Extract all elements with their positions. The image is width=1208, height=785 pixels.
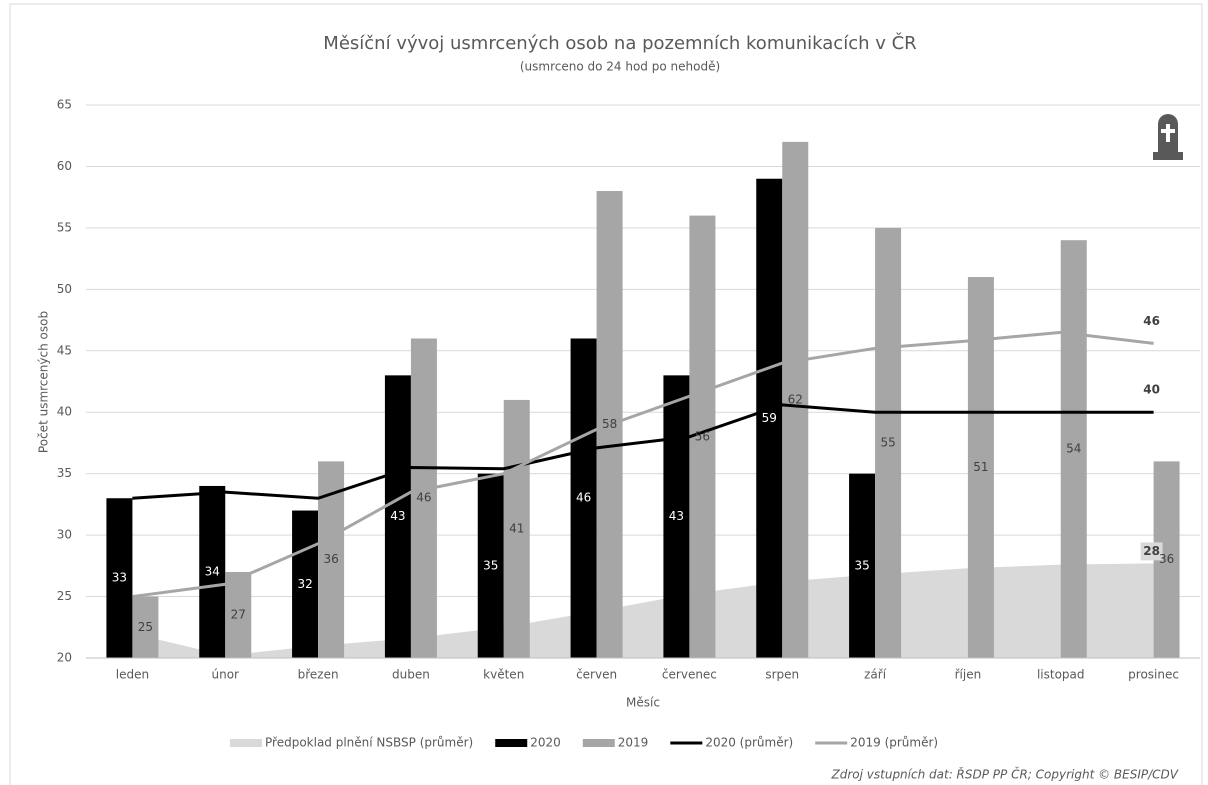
bar-value-label: 36	[1159, 552, 1174, 566]
end-value-label: 28	[1143, 544, 1160, 558]
bar-value-label: 43	[669, 509, 684, 523]
bar	[477, 473, 504, 658]
bar	[503, 399, 530, 658]
legend-label: 2020 (průměr)	[705, 736, 793, 750]
bar-value-label: 55	[880, 435, 895, 449]
y-tick-label: 60	[57, 159, 72, 173]
x-tick-label: listopad	[1037, 668, 1085, 682]
bar-value-label: 56	[695, 429, 710, 443]
bar-value-label: 34	[205, 564, 220, 578]
bar	[875, 227, 902, 658]
bar-value-label: 46	[416, 491, 431, 505]
end-value-label: 40	[1143, 383, 1160, 397]
bar	[384, 375, 411, 658]
y-tick-label: 20	[57, 651, 72, 665]
bar-value-label: 43	[390, 509, 405, 523]
bar	[1060, 240, 1087, 658]
legend-swatch	[582, 739, 615, 747]
end-value-label: 46	[1143, 314, 1160, 328]
bar-value-label: 54	[1066, 442, 1081, 456]
bar-value-label: 59	[762, 411, 777, 425]
bar	[199, 485, 226, 658]
label-box	[1140, 542, 1163, 561]
legend-label: Předpoklad plnění NSBSP (průměr)	[265, 736, 473, 750]
x-tick-label: březen	[298, 668, 339, 682]
line	[132, 403, 1154, 500]
legend-swatch	[230, 739, 262, 747]
y-tick-label: 45	[57, 343, 72, 357]
x-tick-label: červenec	[662, 668, 717, 682]
x-tick-label: červen	[576, 668, 617, 682]
bar-value-label: 27	[231, 607, 246, 621]
x-tick-label: prosinec	[1128, 668, 1179, 682]
bar-value-label: 41	[509, 521, 524, 535]
bar	[849, 473, 876, 658]
tombstone-icon	[1153, 114, 1183, 160]
bar	[663, 375, 690, 658]
y-axis-label: Počet usmrcených osob	[37, 311, 51, 453]
y-tick-label: 55	[57, 220, 72, 234]
x-tick-label: duben	[392, 668, 430, 682]
y-tick-label: 30	[57, 528, 72, 542]
x-tick-label: srpen	[765, 668, 799, 682]
bar-value-label: 46	[576, 491, 591, 505]
y-tick-label: 65	[57, 98, 72, 112]
bar	[570, 338, 597, 658]
bar-value-label: 35	[483, 558, 498, 572]
x-tick-label: září	[864, 668, 887, 682]
chart-title: Měsíční vývoj usmrcených osob na pozemní…	[323, 32, 916, 54]
x-tick-label: únor	[212, 668, 240, 682]
bar	[410, 338, 437, 658]
legend-swatch	[495, 739, 528, 747]
bar-value-label: 36	[323, 552, 338, 566]
bar-value-label: 25	[138, 620, 153, 634]
y-tick-label: 35	[57, 466, 72, 480]
y-tick-label: 25	[57, 589, 72, 603]
bar-value-label: 62	[788, 392, 803, 406]
x-axis-label: Měsíc	[626, 696, 660, 710]
chart-subtitle: (usmrceno do 24 hod po nehodě)	[520, 60, 720, 74]
source-note: Zdroj vstupních dat: ŘSDP PP ČR; Copyrig…	[831, 767, 1179, 782]
y-tick-label: 50	[57, 282, 72, 296]
bar-value-label: 51	[973, 460, 988, 474]
bar	[106, 498, 133, 658]
x-tick-label: květen	[483, 668, 524, 682]
x-tick-label: říjen	[955, 668, 982, 682]
bar-value-label: 58	[602, 417, 617, 431]
bar-value-label: 35	[854, 558, 869, 572]
bar-value-label: 33	[112, 571, 127, 585]
legend-label: 2019 (průměr)	[850, 736, 938, 750]
line	[132, 330, 1154, 599]
bar	[292, 510, 319, 658]
x-tick-label: leden	[116, 668, 149, 682]
y-tick-label: 40	[57, 405, 72, 419]
bar	[225, 571, 252, 658]
legend-label: 2019	[618, 736, 649, 750]
bar	[782, 141, 809, 658]
bar-value-label: 32	[297, 577, 312, 591]
legend-label: 2020	[530, 736, 561, 750]
bar	[132, 596, 159, 658]
bar	[756, 178, 783, 658]
